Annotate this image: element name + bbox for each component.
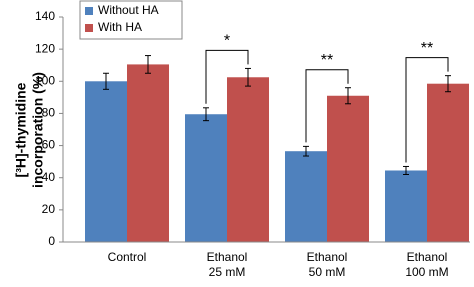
- x-tick-label: Ethanol: [307, 250, 348, 264]
- y-tick-label: 0: [48, 234, 55, 248]
- bar: [427, 83, 469, 242]
- y-tick-label: 120: [35, 41, 55, 55]
- bar: [127, 64, 169, 243]
- error-bar: [303, 145, 309, 157]
- x-tick-label: Control: [108, 250, 147, 264]
- y-tick-label: 40: [42, 170, 56, 184]
- error-bar: [145, 55, 151, 74]
- bar: [285, 151, 327, 242]
- error-bar: [345, 87, 351, 105]
- x-tick-label: 50 mM: [309, 265, 346, 279]
- significance-bracket: [405, 57, 449, 163]
- x-tick-label: Ethanol: [407, 250, 448, 264]
- bar: [327, 95, 369, 242]
- bar: [385, 170, 427, 242]
- y-tick-label: 60: [42, 138, 56, 152]
- y-tick-label: 100: [35, 73, 55, 87]
- y-axis-label: incorporation (%): [30, 72, 46, 188]
- bar: [85, 81, 127, 243]
- significance-label: *: [224, 33, 230, 50]
- significance-bracket: [205, 49, 249, 104]
- error-bar: [245, 67, 251, 87]
- legend-swatch: [85, 24, 93, 32]
- legend-box: [79, 0, 183, 40]
- x-tick-label: 100 mM: [405, 265, 448, 279]
- legend-swatch: [85, 7, 93, 15]
- y-axis-label: [³H]-thymidine: [13, 82, 29, 177]
- legend-label: With HA: [98, 20, 142, 34]
- significance-label: **: [421, 40, 433, 57]
- bar: [227, 77, 269, 243]
- y-tick-label: 20: [42, 202, 56, 216]
- y-tick-label: 80: [42, 106, 56, 120]
- error-bar: [103, 72, 109, 90]
- error-bar: [203, 107, 209, 122]
- error-bar: [403, 165, 409, 175]
- legend-label: Without HA: [98, 3, 159, 17]
- significance-label: **: [321, 52, 333, 69]
- significance-bracket: [305, 69, 349, 143]
- x-tick-label: Ethanol: [207, 250, 248, 264]
- error-bar: [445, 75, 451, 93]
- bar: [185, 114, 227, 242]
- y-tick-label: 140: [35, 9, 55, 23]
- x-tick-label: 25 mM: [209, 265, 246, 279]
